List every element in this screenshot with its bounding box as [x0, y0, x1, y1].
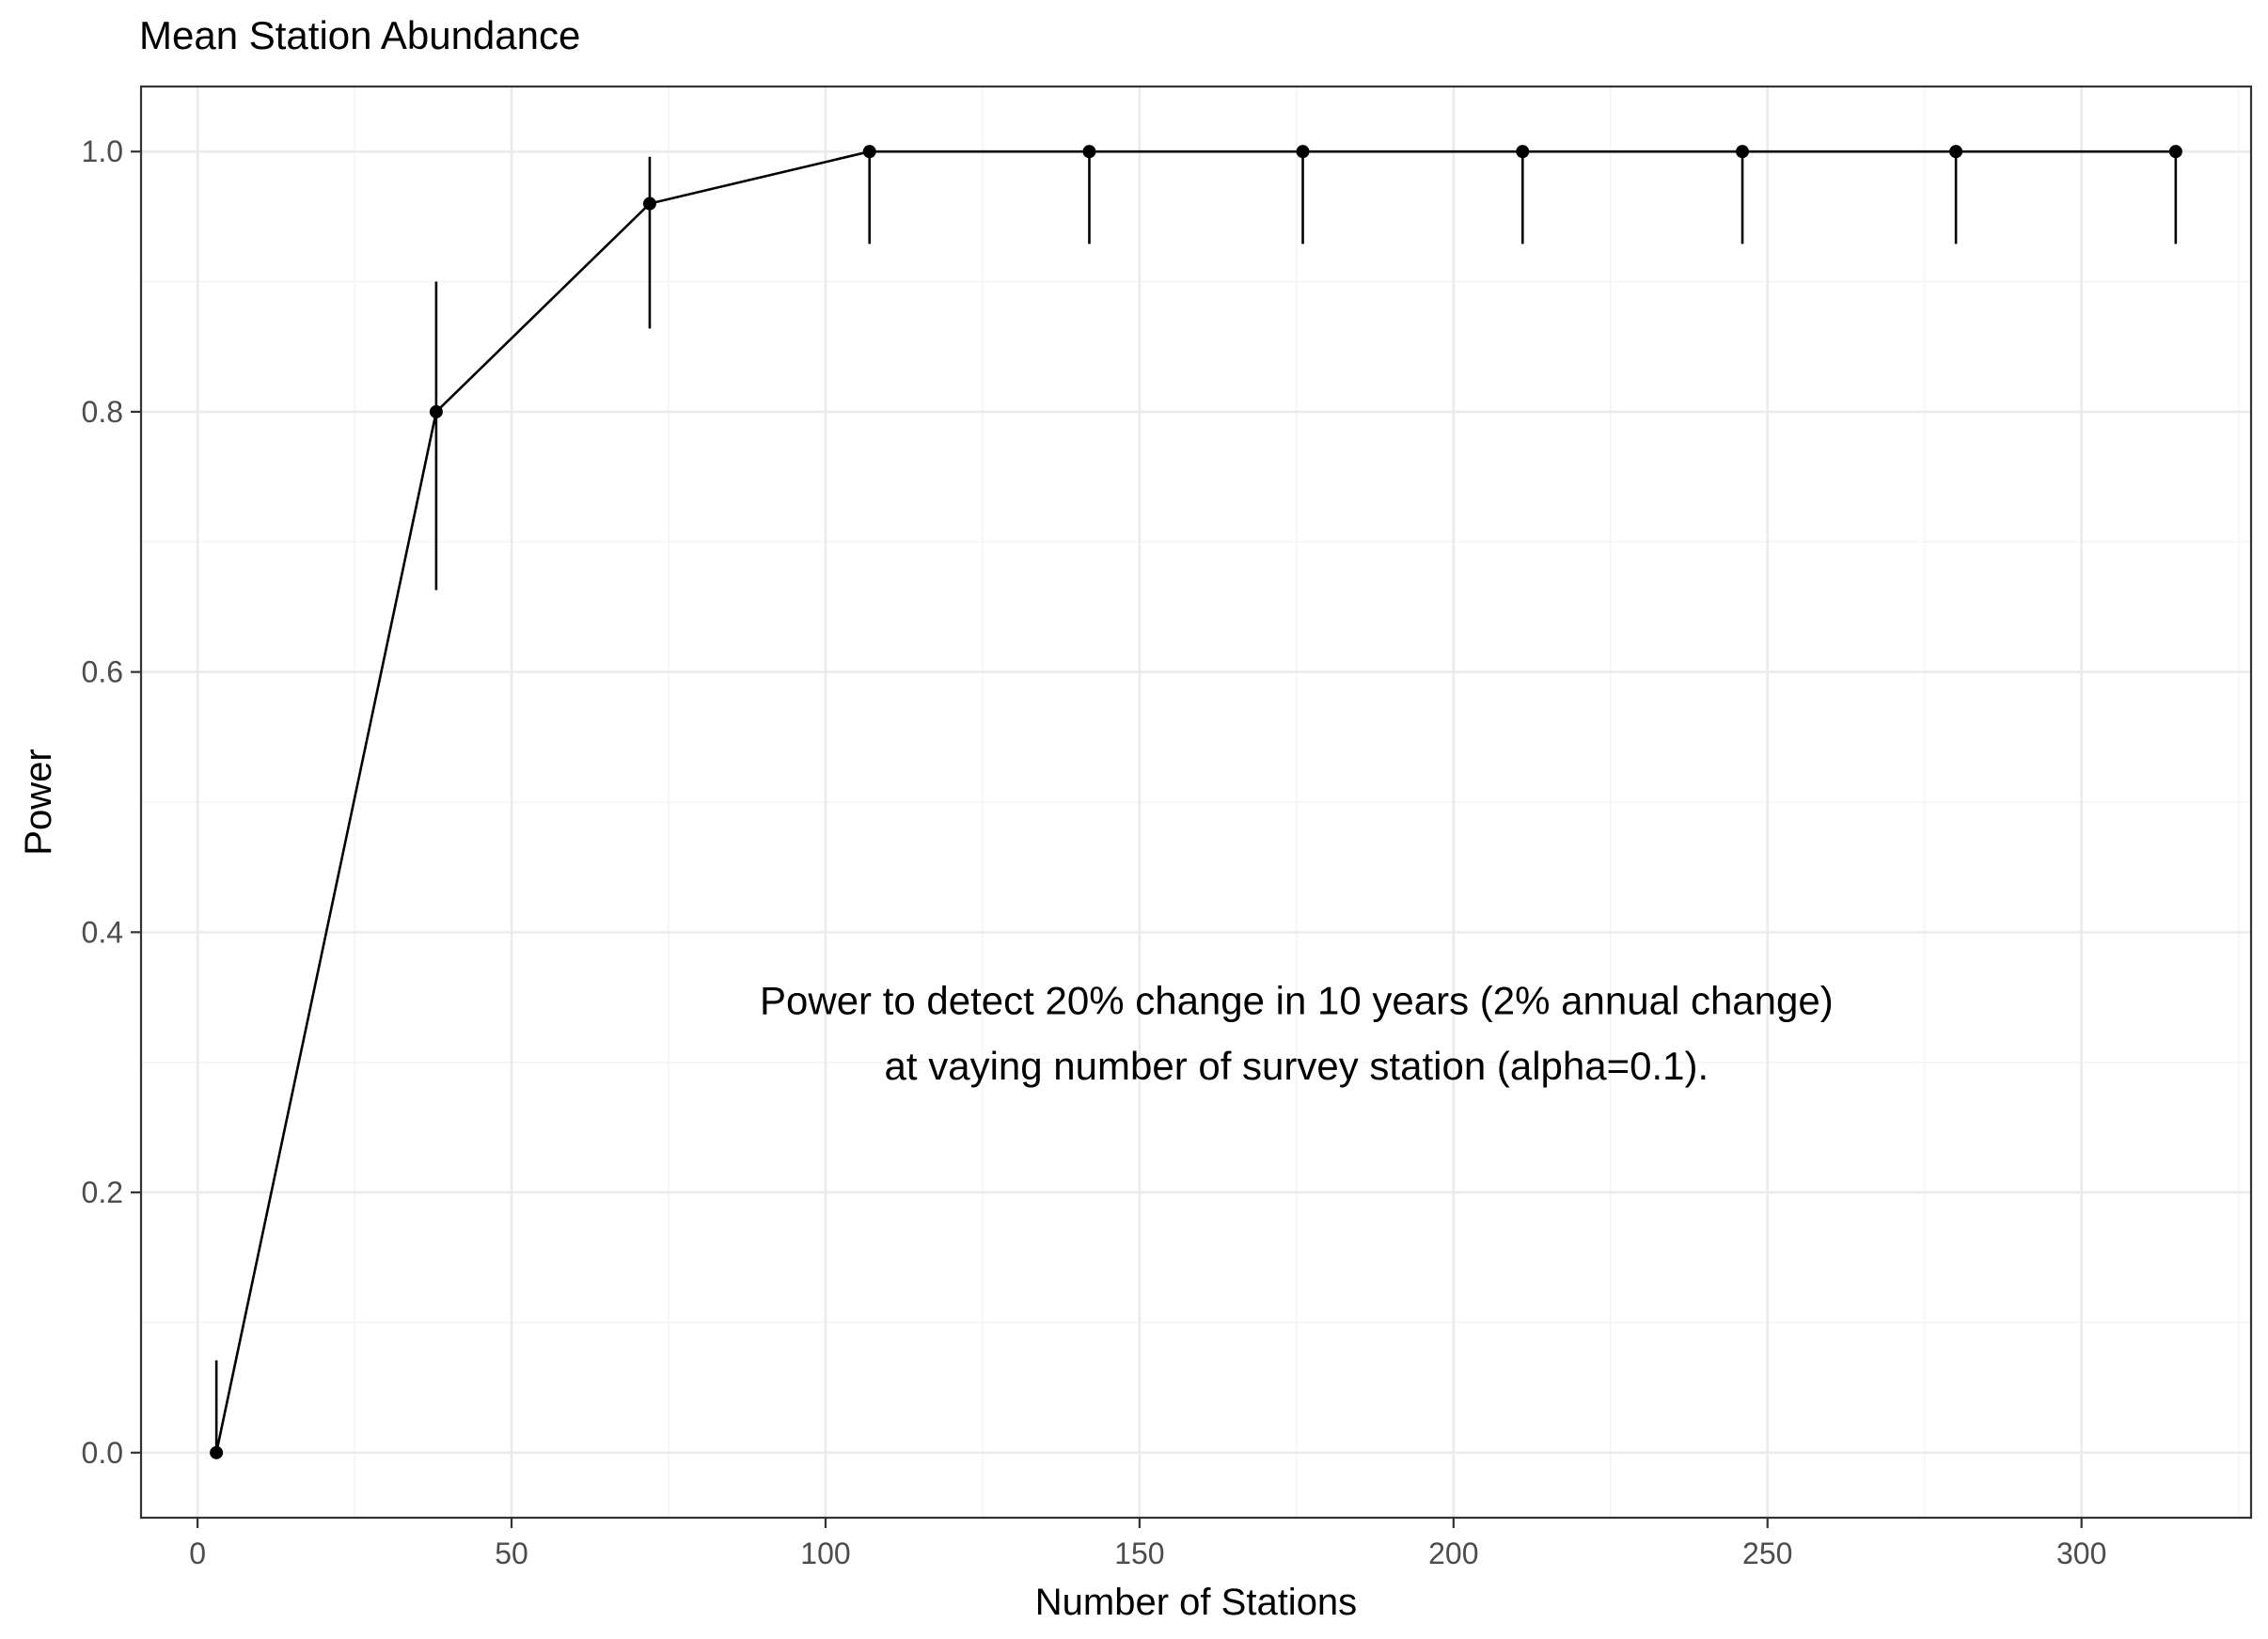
panel-border [139, 85, 2253, 1520]
data-point [1296, 145, 1310, 159]
data-point [642, 197, 656, 211]
data-point [862, 145, 876, 159]
chart-annotation: Power to detect 20% change in 10 years (… [760, 979, 1834, 1088]
chart-title: Mean Station Abundance [139, 13, 580, 57]
power-series-line [214, 150, 2176, 1454]
annotation-line: at vaying number of survey station (alph… [885, 1044, 1709, 1088]
x-tick-label: 50 [495, 1537, 528, 1570]
data-point [1736, 145, 1750, 159]
y-tick-label: 0.0 [82, 1436, 123, 1470]
x-tick-label: 200 [1428, 1537, 1478, 1570]
data-point [1516, 145, 1530, 159]
y-axis-ticks: 0.0 0.2 0.4 0.6 0.8 1.0 [82, 134, 141, 1470]
y-tick-label: 0.2 [82, 1175, 123, 1209]
data-point [1949, 145, 1963, 159]
y-tick-label: 1.0 [82, 134, 123, 168]
data-point [210, 1445, 224, 1459]
data-point [1082, 145, 1096, 159]
data-points [210, 145, 2182, 1459]
y-tick-label: 0.6 [82, 655, 123, 689]
x-tick-label: 150 [1114, 1537, 1164, 1570]
y-axis-title: Power [18, 749, 59, 855]
x-tick-label: 0 [189, 1537, 206, 1570]
y-tick-label: 0.8 [82, 395, 123, 429]
annotation-line: Power to detect 20% change in 10 years (… [760, 979, 1834, 1023]
x-tick-label: 100 [800, 1537, 850, 1570]
x-axis-ticks: 0 50 100 150 200 250 300 [189, 1518, 2106, 1570]
x-axis-title: Number of Stations [1035, 1582, 1357, 1623]
x-tick-label: 300 [2056, 1537, 2106, 1570]
data-point [429, 404, 443, 418]
minor-gridlines [141, 87, 2251, 1518]
y-tick-label: 0.4 [82, 915, 123, 949]
error-bars [214, 151, 2178, 1453]
x-tick-label: 250 [1742, 1537, 1792, 1570]
data-point [2168, 145, 2182, 159]
